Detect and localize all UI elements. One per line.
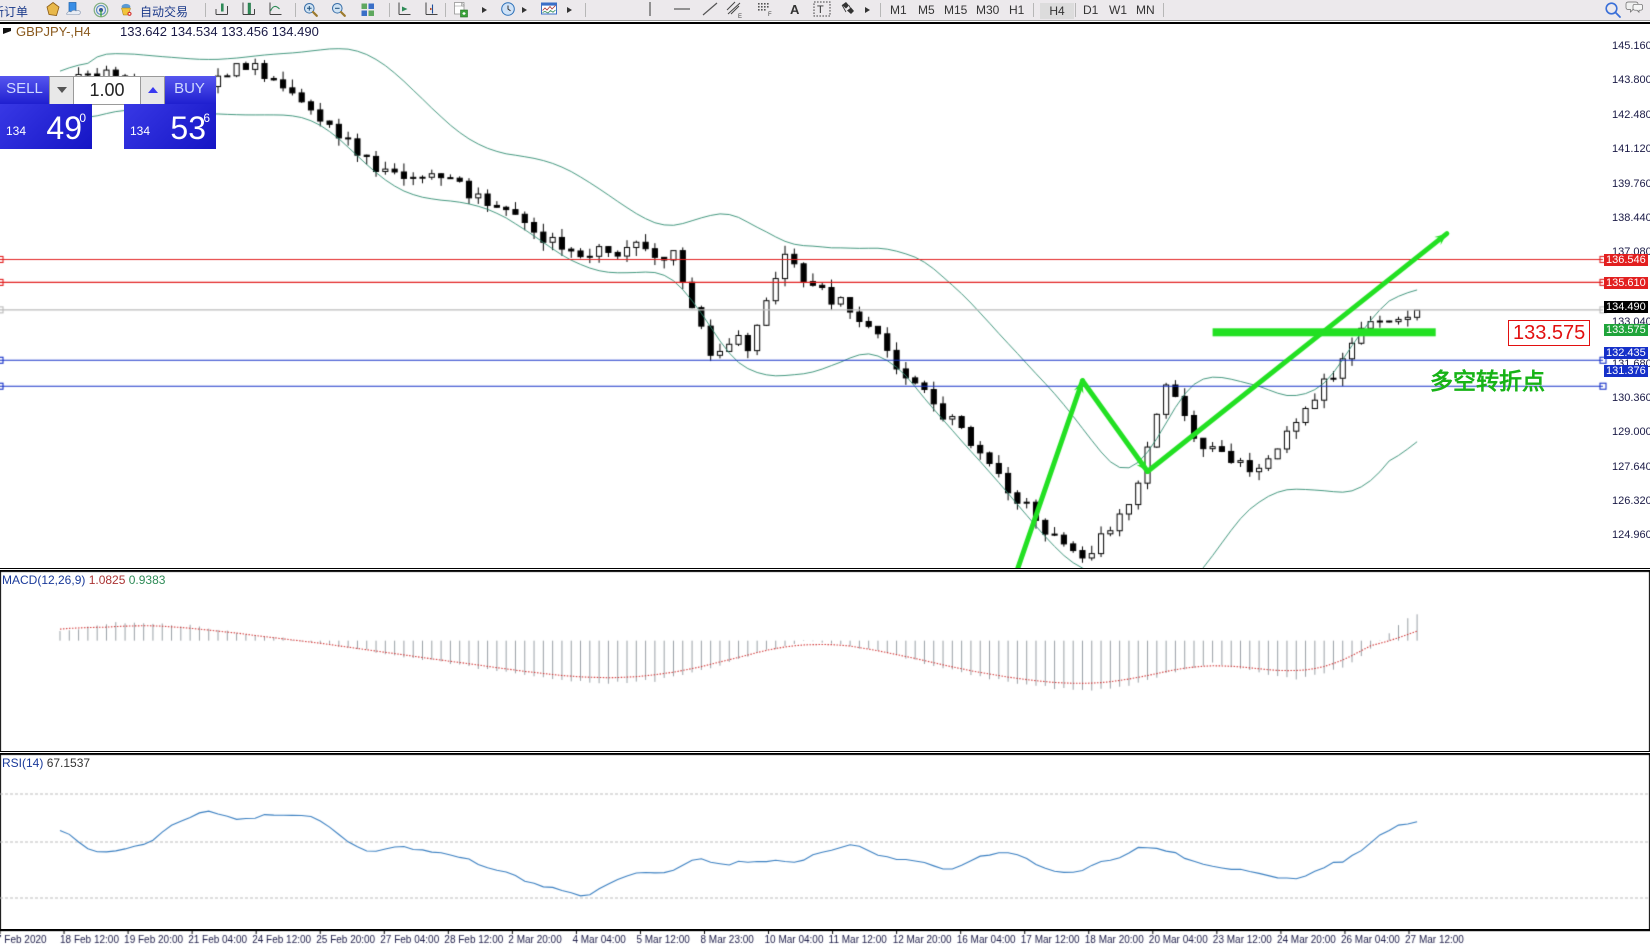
svg-text:E: E — [738, 14, 742, 19]
svg-text:F: F — [768, 12, 772, 17]
svg-text:T: T — [817, 4, 824, 16]
